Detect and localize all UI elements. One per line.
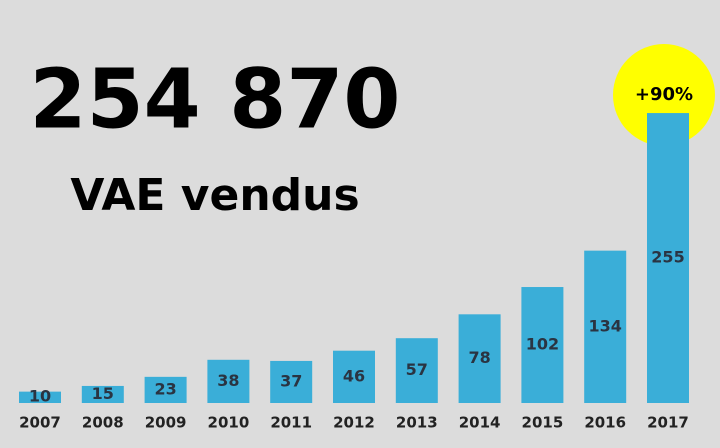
- bar: [333, 350, 375, 403]
- x-tick-label: 2014: [459, 414, 501, 432]
- x-tick-label: 2017: [647, 414, 689, 432]
- value-label: 78: [468, 348, 490, 367]
- value-label: 10: [29, 387, 51, 406]
- bar: [458, 314, 501, 403]
- x-tick-label: 2011: [270, 414, 312, 432]
- bar: [647, 113, 689, 403]
- x-tick-label: 2009: [145, 414, 187, 432]
- chart-subtitle: VAE vendus: [70, 170, 359, 221]
- bar: [19, 391, 61, 403]
- value-label: 23: [154, 379, 176, 398]
- bar: [207, 359, 250, 403]
- x-tick-label: 2010: [208, 414, 250, 432]
- value-label: 46: [343, 366, 365, 385]
- value-label: 37: [280, 371, 302, 390]
- bar: [270, 360, 313, 403]
- bar: [395, 338, 438, 403]
- value-label: 102: [526, 335, 559, 354]
- bar: [521, 287, 564, 403]
- chart-title: 254 870: [30, 52, 401, 147]
- value-label: 134: [588, 316, 621, 335]
- bar: [81, 385, 124, 403]
- value-label: 38: [217, 371, 239, 390]
- value-label: 57: [406, 360, 428, 379]
- bar: [144, 376, 187, 403]
- x-tick-label: 2008: [82, 414, 124, 432]
- x-tick-label: 2007: [19, 414, 61, 432]
- annotation: +90%: [635, 84, 693, 105]
- x-tick-label: 2012: [333, 414, 375, 432]
- bar: [584, 250, 627, 403]
- x-tick-label: 2013: [396, 414, 438, 432]
- value-label: 15: [92, 384, 114, 403]
- highlight-circle: [613, 44, 715, 146]
- x-tick-label: 2015: [522, 414, 564, 432]
- value-label: 255: [651, 248, 684, 267]
- x-tick-label: 2016: [584, 414, 626, 432]
